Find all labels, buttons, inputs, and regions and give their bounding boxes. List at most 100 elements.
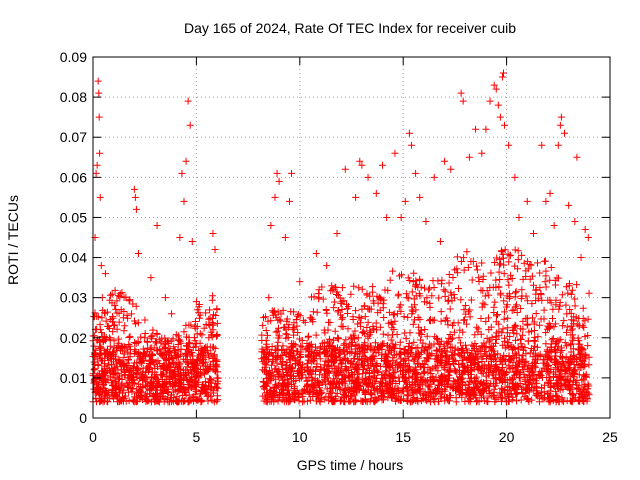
data-point <box>364 173 372 181</box>
y-tick-label: 0.02 <box>60 330 87 346</box>
data-point <box>358 161 366 169</box>
y-tick-label: 0.03 <box>60 290 87 306</box>
x-tick-label: 10 <box>292 429 308 445</box>
data-point <box>372 189 380 197</box>
x-tick-label: 15 <box>395 429 411 445</box>
data-point <box>96 149 104 157</box>
data-point <box>496 113 504 121</box>
y-axis-label: ROTI / TECUs <box>5 195 21 285</box>
data-point <box>209 229 217 237</box>
y-tick-label: 0.01 <box>60 370 87 386</box>
data-point <box>96 193 104 201</box>
data-point <box>180 197 188 205</box>
data-point <box>265 294 273 302</box>
data-point <box>565 201 573 209</box>
x-tick-labels: 0 5 10 15 20 25 <box>89 429 618 445</box>
data-point <box>281 234 289 241</box>
y-tick-label: 0.05 <box>60 209 87 225</box>
data-point <box>556 121 564 129</box>
chart-title: Day 165 of 2024, Rate Of TEC Index for r… <box>184 20 516 36</box>
data-point <box>550 221 558 229</box>
data-point <box>178 169 186 177</box>
data-point <box>333 229 341 237</box>
y-tick-label: 0.08 <box>60 89 87 105</box>
data-point <box>94 77 102 85</box>
data-point <box>436 238 444 246</box>
data-point <box>184 97 192 105</box>
data-point <box>465 153 473 161</box>
data-point <box>416 193 424 201</box>
data-point <box>557 113 565 121</box>
data-point <box>459 97 467 105</box>
data-point <box>356 157 364 165</box>
data-point <box>323 262 331 270</box>
y-tick-label: 0.06 <box>60 169 87 185</box>
data-point <box>472 125 480 133</box>
data-point <box>341 165 349 173</box>
x-tick-label: 0 <box>89 429 97 445</box>
data-point <box>407 141 415 149</box>
data-point <box>379 161 387 169</box>
y-tick-label: 0 <box>79 410 87 426</box>
data-point <box>153 221 161 229</box>
plot-frame <box>92 56 611 419</box>
data-point <box>101 270 109 278</box>
data-point <box>492 85 500 93</box>
data-point <box>168 310 176 318</box>
data-point <box>523 197 531 205</box>
data-point-cloud <box>89 246 593 406</box>
data-point <box>494 101 502 109</box>
data-point <box>147 274 155 282</box>
data-point <box>401 197 409 205</box>
data-point <box>97 262 105 270</box>
data-point <box>529 229 537 237</box>
data-point <box>478 149 486 157</box>
data-point <box>271 193 279 201</box>
data-point <box>275 177 283 185</box>
data-point <box>501 121 509 129</box>
data-point <box>447 165 455 173</box>
data-point <box>352 193 360 201</box>
data-point <box>131 193 139 201</box>
x-tick-label: 25 <box>602 429 618 445</box>
data-point <box>573 153 581 161</box>
scatter-points <box>89 69 593 406</box>
data-point <box>581 225 589 233</box>
data-point <box>577 254 585 262</box>
data-point <box>92 169 100 177</box>
data-point <box>188 238 196 246</box>
data-point <box>285 197 293 205</box>
data-point <box>511 173 519 181</box>
data-point <box>515 213 523 221</box>
data-point <box>95 113 103 121</box>
data-point <box>273 169 281 177</box>
axis-ticks <box>92 56 611 419</box>
x-tick-label: 5 <box>193 429 201 445</box>
data-point <box>554 141 562 149</box>
data-point <box>383 213 391 221</box>
data-point <box>211 246 219 254</box>
data-point <box>505 141 513 149</box>
data-point <box>134 250 142 258</box>
y-tick-label: 0.09 <box>60 49 87 65</box>
data-point <box>499 69 507 77</box>
data-point <box>486 97 494 105</box>
data-point <box>482 125 490 133</box>
data-point <box>542 197 550 205</box>
data-point <box>397 213 405 221</box>
data-point <box>584 234 592 241</box>
data-point <box>412 169 420 177</box>
y-tick-label: 0.07 <box>60 129 87 145</box>
data-point <box>538 141 546 149</box>
data-point <box>130 185 138 193</box>
data-point <box>561 129 569 137</box>
data-point <box>546 189 554 197</box>
data-point <box>441 157 449 165</box>
data-point <box>391 149 399 157</box>
data-point <box>161 294 169 302</box>
data-point <box>405 129 413 137</box>
data-point <box>422 217 430 225</box>
data-point <box>457 89 465 97</box>
data-point <box>296 278 304 286</box>
